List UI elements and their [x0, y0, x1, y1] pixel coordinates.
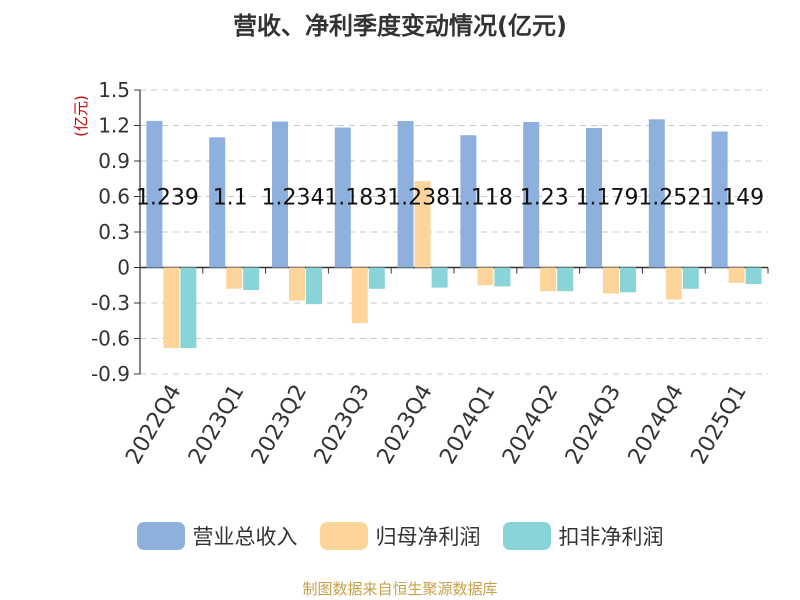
bar-deducted-net-profit	[682, 267, 699, 289]
legend: 营业总收入 归母净利润 扣非净利润	[0, 518, 800, 554]
bar-net-profit	[477, 267, 494, 286]
x-tick-label: 2023Q2	[247, 381, 312, 469]
data-label: 1.238	[387, 186, 450, 211]
bar-deducted-net-profit	[431, 267, 448, 288]
label-layer: 1.239 1.1 1.234 1.183 1.238 1.118 1.23 1.179 1.2…	[136, 186, 764, 211]
bar-net-profit	[540, 267, 557, 292]
legend-label: 扣非净利润	[558, 525, 664, 549]
bar-layer	[146, 119, 762, 348]
y-tick-label: 0.9	[98, 149, 130, 173]
bar-revenue	[272, 121, 288, 268]
grid-layer	[140, 89, 768, 375]
data-label: 1.183	[324, 186, 387, 211]
bar-net-profit	[665, 267, 682, 300]
chart-title: 营收、净利季度变动情况(亿元)	[233, 12, 567, 40]
bar-net-profit	[728, 267, 745, 283]
bar-net-profit	[163, 267, 180, 348]
bar-net-profit	[226, 267, 243, 289]
bar-deducted-net-profit	[180, 267, 197, 348]
bar-deducted-net-profit	[494, 267, 511, 287]
legend-item[interactable]: 归母净利润	[319, 521, 481, 551]
bar-revenue	[146, 120, 163, 268]
bar-net-profit	[289, 267, 305, 301]
bar-revenue	[209, 137, 226, 268]
legend-label: 营业总收入	[192, 525, 298, 549]
x-tick-label: 2024Q2	[498, 381, 563, 469]
bar-deducted-net-profit	[745, 267, 762, 285]
x-tick-label: 2024Q1	[435, 381, 500, 469]
data-label: 1.118	[450, 186, 513, 211]
bar-revenue	[523, 121, 540, 268]
y-tick-label: 0.3	[98, 220, 130, 244]
bar-revenue	[586, 127, 602, 268]
bar-net-profit	[351, 267, 368, 324]
bar-revenue	[711, 131, 728, 268]
data-label: 1.234	[262, 186, 325, 211]
x-tick-label: 2023Q1	[184, 381, 249, 469]
legend-label: 归母净利润	[375, 525, 481, 549]
legend-swatch	[319, 522, 368, 550]
legend-item[interactable]: 扣非净利润	[502, 521, 664, 551]
y-tick-label: 0.6	[98, 185, 130, 209]
y-tick-label: 1.5	[98, 78, 130, 102]
bar-revenue	[334, 127, 351, 268]
bar-deducted-net-profit	[557, 267, 574, 292]
x-tick-label: 2025Q1	[686, 381, 751, 469]
x-tick-label: 2024Q4	[624, 381, 689, 469]
bar-revenue	[397, 121, 414, 268]
bar-net-profit	[414, 181, 431, 268]
data-label: 1.179	[576, 186, 639, 211]
bar-deducted-net-profit	[368, 267, 385, 289]
legend-swatch	[502, 522, 551, 550]
data-label: 1.149	[701, 186, 764, 211]
legend-item[interactable]: 营业总收入	[136, 521, 298, 551]
data-label: 1.252	[638, 186, 701, 211]
bar-net-profit	[603, 267, 619, 294]
data-label: 1.239	[136, 186, 199, 211]
data-label: 1.1	[213, 186, 248, 211]
source-note: 制图数据来自恒生聚源数据库	[302, 580, 498, 598]
y-tick-label: -0.3	[91, 291, 130, 315]
y-tick-label: 0	[117, 256, 130, 280]
data-label: 1.23	[520, 186, 569, 211]
bar-deducted-net-profit	[620, 267, 636, 293]
x-tick-label: 2023Q3	[310, 381, 375, 469]
legend-swatch	[136, 522, 185, 550]
y-axis-unit-label: (亿元)	[72, 95, 90, 137]
y-tick-label: -0.6	[91, 327, 130, 351]
bar-revenue	[460, 135, 477, 268]
y-tick-label: 1.2	[98, 114, 130, 138]
x-tick-label: 2023Q4	[372, 380, 437, 468]
x-tick-label: 2024Q3	[561, 381, 626, 469]
bar-revenue	[648, 119, 665, 268]
x-tick-label: 2022Q4	[121, 381, 186, 469]
bar-deducted-net-profit	[243, 267, 260, 290]
bar-deducted-net-profit	[306, 267, 322, 305]
y-tick-label: -0.9	[91, 362, 130, 386]
